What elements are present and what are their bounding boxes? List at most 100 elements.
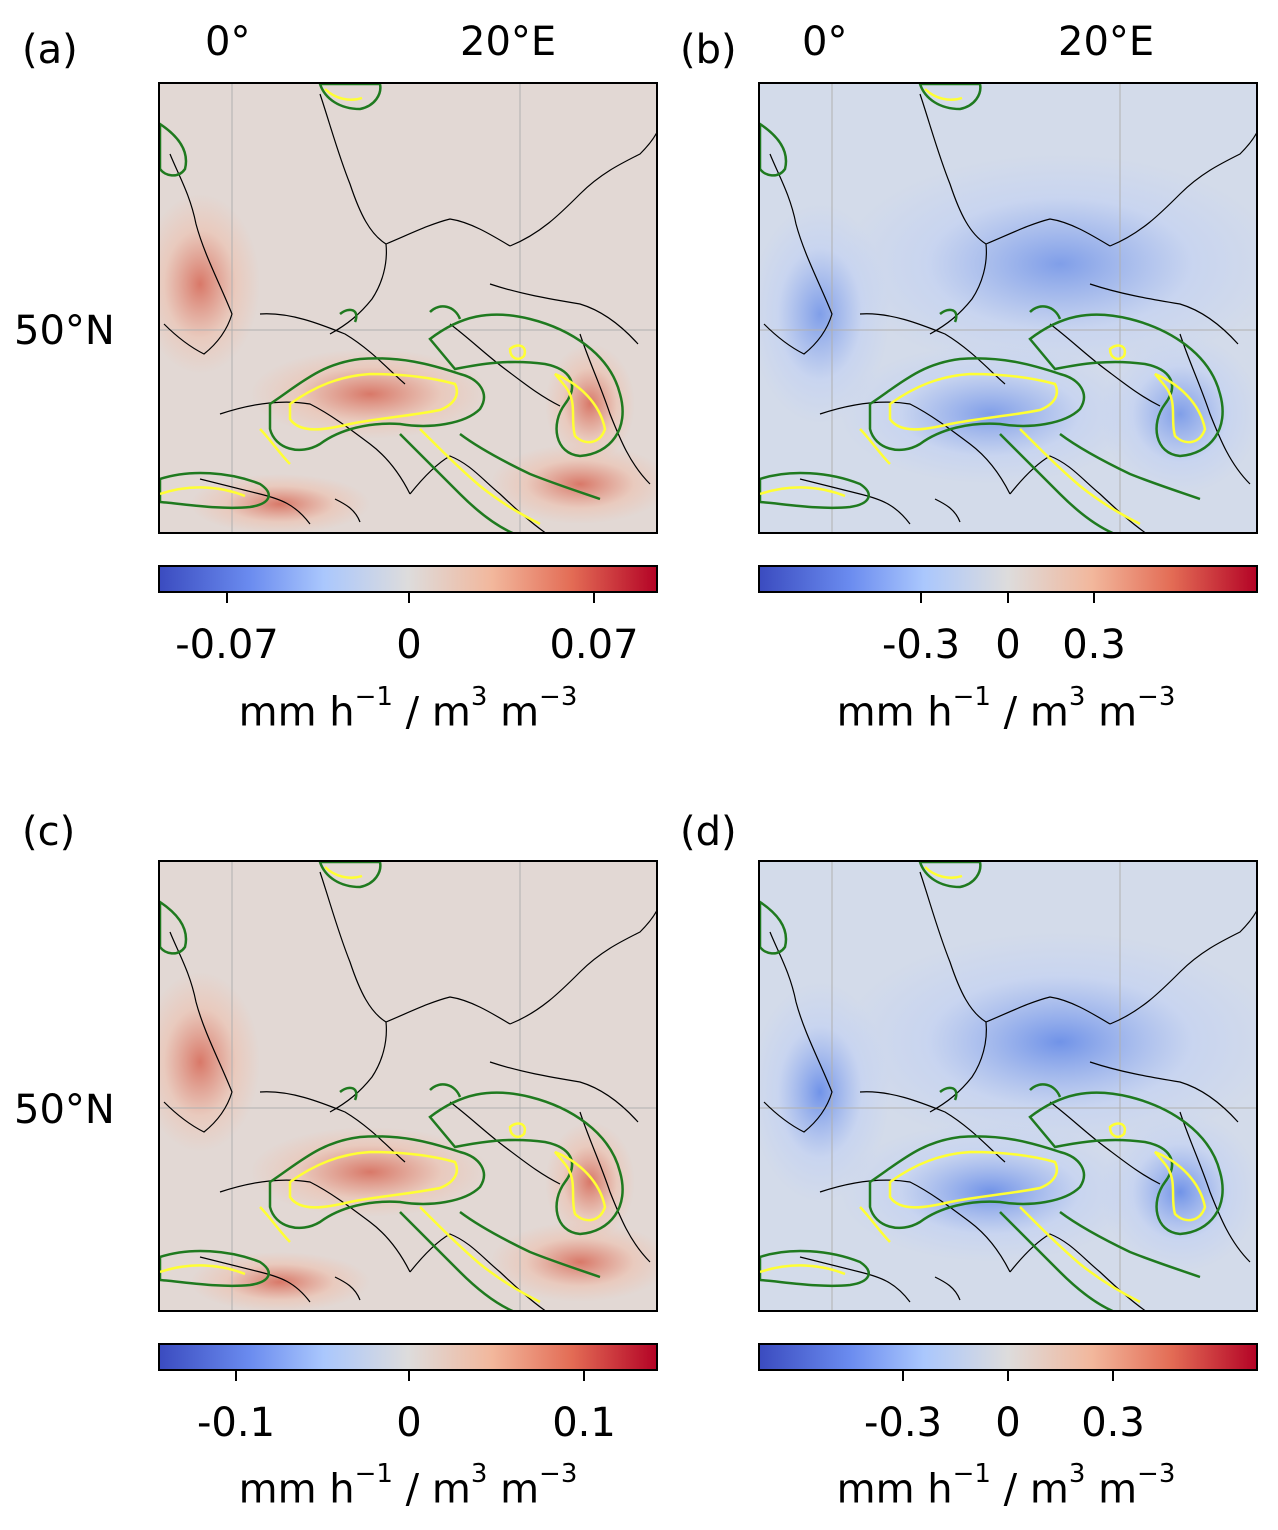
orography-contour-yellow <box>160 486 246 498</box>
panel-a-tick-label: -0.07 <box>175 622 279 668</box>
orography-contour-green <box>1059 1210 1201 1279</box>
coastline-border <box>199 1256 311 1303</box>
orography-contour-green <box>939 308 958 323</box>
coastline-border <box>799 1256 911 1303</box>
panel-c-tick <box>583 1371 585 1381</box>
coastline-border <box>799 478 911 525</box>
orography-contour-yellow <box>888 1150 1059 1209</box>
coastline-border <box>859 313 1006 385</box>
orography-contour-green <box>428 1091 624 1236</box>
coastline-border <box>163 931 233 1133</box>
orography-contour-green <box>459 1210 601 1279</box>
coastline-border <box>1109 132 1256 247</box>
panel-a-unit-label: mm h−1 / m3 m−3 <box>238 682 578 736</box>
orography-contour-green <box>760 122 788 177</box>
coastline-border <box>1049 1101 1161 1185</box>
orography-contour-green <box>429 305 462 320</box>
orography-contour-green <box>339 308 358 323</box>
orography-contour-green <box>760 900 788 955</box>
orography-contour-green <box>939 1086 958 1101</box>
orography-contour-yellow <box>760 1264 846 1276</box>
coastline-border <box>579 333 651 485</box>
orography-contour-yellow <box>324 88 363 101</box>
orography-contour-yellow <box>760 486 846 498</box>
coastline-border <box>334 1276 361 1301</box>
coastline-border <box>329 1021 387 1113</box>
orography-contour-yellow <box>859 428 891 465</box>
panel-b-map <box>758 82 1258 534</box>
orography-contour-green <box>918 862 982 889</box>
panel-d-tick <box>1007 1371 1009 1381</box>
orography-contour-green <box>1028 313 1224 458</box>
coastline-border <box>489 283 639 345</box>
orography-contour-yellow <box>888 372 1059 431</box>
sensitivity-hotspot <box>1100 334 1256 494</box>
panel-c-colorbar <box>158 1343 658 1371</box>
panel-a-tick <box>408 593 410 603</box>
panel-b-tick-label: 0.3 <box>1062 622 1126 668</box>
panel-a-map <box>158 82 658 534</box>
map-canvas <box>760 862 1256 1310</box>
orography-contour-green <box>999 1211 1114 1310</box>
orography-contour-yellow <box>554 372 607 444</box>
coastline-border <box>509 910 656 1025</box>
coastline-border <box>319 93 511 247</box>
map-canvas <box>160 862 656 1310</box>
coastline-border <box>334 498 361 523</box>
panel-a-tick <box>593 593 595 603</box>
sensitivity-hotspot <box>160 194 260 374</box>
orography-contour-yellow <box>1019 1206 1141 1304</box>
panel-c-tick <box>408 1371 410 1381</box>
orography-contour-green <box>1029 1083 1062 1098</box>
coastline-border <box>163 153 233 355</box>
coastline-border <box>449 1101 561 1185</box>
orography-contour-green <box>160 471 270 510</box>
orography-contour-yellow <box>859 1206 891 1243</box>
coastline-border <box>919 93 1111 247</box>
panel-d-letter: (d) <box>680 809 737 855</box>
sensitivity-hotspot <box>1100 1112 1256 1272</box>
coastline-border <box>199 478 311 525</box>
orography-contour-green <box>160 122 188 177</box>
orography-contour-yellow <box>508 344 527 361</box>
panel-d-tick <box>1112 1371 1114 1381</box>
map-canvas <box>160 84 656 532</box>
sensitivity-hotspot <box>490 444 656 524</box>
panel-c-map <box>158 860 658 1312</box>
panel-a-tick-label: 0 <box>396 622 422 668</box>
panel-c-tick-label: 0 <box>396 1400 422 1446</box>
coastline-border <box>1179 1111 1251 1263</box>
panel-a-letter: (a) <box>22 27 78 73</box>
orography-contour-yellow <box>508 1122 527 1139</box>
orography-contour-green <box>268 1135 486 1230</box>
sensitivity-hotspot <box>250 349 490 439</box>
panel-d-map <box>758 860 1258 1312</box>
coastline-border <box>1109 910 1256 1025</box>
coastline-border <box>859 1091 1006 1163</box>
panel-b-letter: (b) <box>680 27 737 73</box>
orography-contour-yellow <box>924 866 963 879</box>
orography-contour-green <box>268 357 486 452</box>
panel-b-lon-20e: 20°E <box>1058 19 1155 65</box>
orography-contour-green <box>459 432 601 501</box>
orography-contour-yellow <box>1154 1150 1207 1222</box>
orography-contour-yellow <box>1154 372 1207 444</box>
coastline-border <box>509 132 656 247</box>
map-canvas <box>760 84 1256 532</box>
coastline-border <box>819 1179 1011 1273</box>
orography-contour-green <box>760 1249 870 1288</box>
orography-contour-yellow <box>324 866 363 879</box>
panel-b-tick <box>1007 593 1009 603</box>
panel-a-lon-0: 0° <box>205 19 251 65</box>
orography-contour-yellow <box>1108 344 1127 361</box>
panel-b-tick-label: 0 <box>995 622 1021 668</box>
orography-contour-green <box>429 1083 462 1098</box>
orography-contour-yellow <box>160 1264 246 1276</box>
orography-contour-yellow <box>288 1150 459 1209</box>
coastline-border <box>929 243 987 335</box>
orography-contour-yellow <box>288 372 459 431</box>
orography-contour-green <box>918 84 982 111</box>
coastline-border <box>1089 1061 1239 1123</box>
panel-d-tick-label: -0.3 <box>863 1400 943 1446</box>
panel-b-colorbar <box>758 565 1258 593</box>
